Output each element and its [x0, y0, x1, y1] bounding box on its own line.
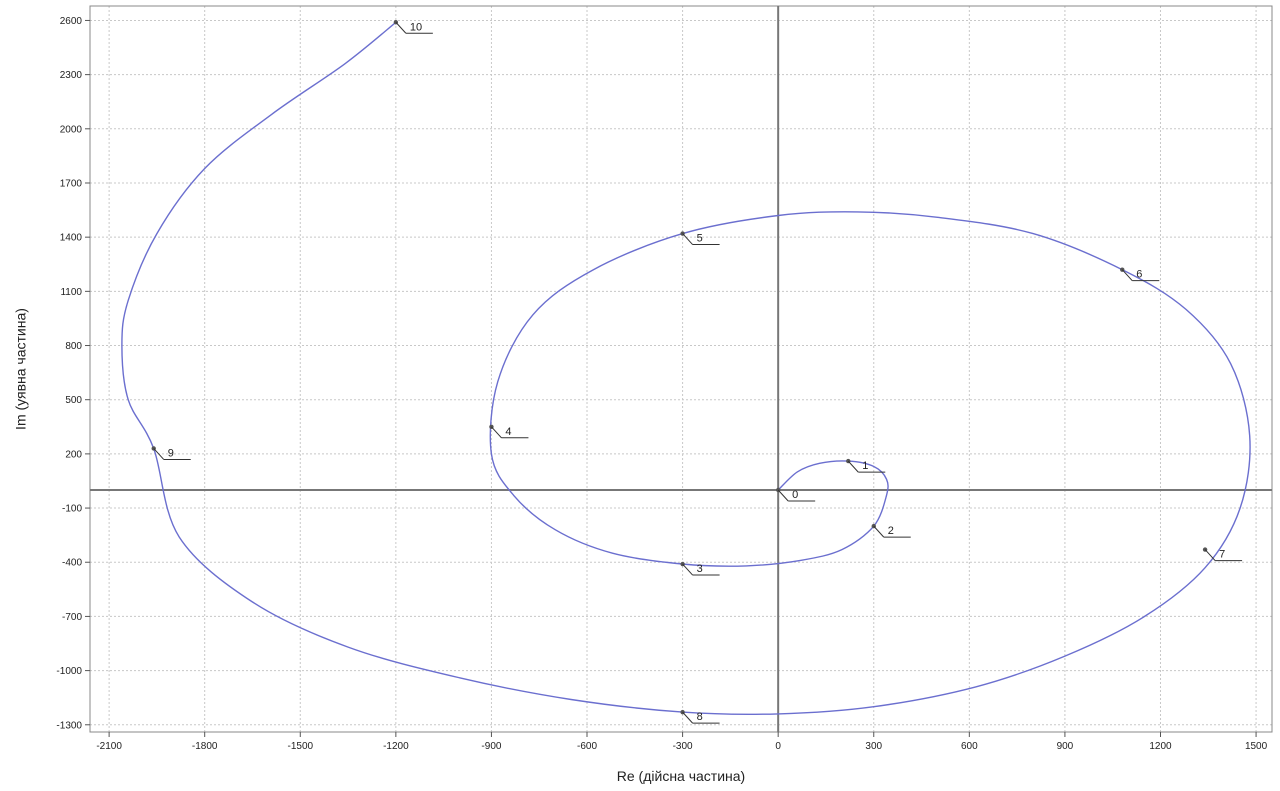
y-tick-label: 1700 — [60, 178, 83, 189]
point-label: 3 — [697, 563, 703, 575]
x-tick-label: -600 — [577, 741, 597, 752]
x-tick-label: 900 — [1057, 741, 1074, 752]
hodograph-curve — [122, 22, 1250, 714]
y-tick-label: 2600 — [60, 16, 83, 27]
x-tick-label: -1200 — [383, 741, 409, 752]
point-label: 1 — [862, 460, 868, 472]
y-tick-label: 200 — [65, 449, 82, 460]
point-leader — [396, 22, 406, 33]
x-tick-label: 600 — [961, 741, 978, 752]
y-tick-label: 2300 — [60, 70, 83, 81]
x-tick-label: 0 — [775, 741, 781, 752]
y-tick-label: 1400 — [60, 233, 83, 244]
x-tick-label: -900 — [481, 741, 501, 752]
point-leader — [1205, 550, 1215, 561]
y-tick-label: 2000 — [60, 124, 83, 135]
point-label: 7 — [1219, 549, 1225, 561]
point-marker-2: 2 — [872, 524, 911, 537]
ticks-layer: -2100 -1800 -1500 -1200 -900 -600 -300 0 300 600 9… — [56, 16, 1267, 752]
point-leader — [778, 490, 788, 501]
grid-layer — [90, 6, 1272, 732]
x-tick-label: 1200 — [1149, 741, 1172, 752]
point-label: 2 — [888, 525, 894, 537]
point-label: 10 — [410, 21, 422, 33]
x-axis-title: Re (дійсна частина) — [617, 768, 745, 784]
point-leader — [874, 526, 884, 537]
y-tick-label: -1300 — [56, 720, 82, 731]
point-label: 5 — [697, 233, 703, 245]
point-marker-9: 9 — [152, 446, 191, 459]
x-tick-label: -2100 — [96, 741, 122, 752]
y-axis-title: Im (уявна частина) — [13, 308, 29, 430]
point-marker-7: 7 — [1203, 547, 1242, 560]
y-tick-label: 800 — [65, 341, 82, 352]
point-leader — [848, 461, 858, 472]
x-tick-label: -300 — [673, 741, 693, 752]
point-leader — [683, 234, 693, 245]
y-tick-label: -1000 — [56, 666, 82, 677]
axes-layer — [90, 6, 1272, 732]
y-tick-label: -400 — [62, 558, 82, 569]
plot-frame — [90, 6, 1272, 732]
y-tick-label: 500 — [65, 395, 82, 406]
points-layer: 0 1 2 3 4 5 6 7 8 9 10 — [152, 20, 1243, 723]
y-tick-label: -700 — [62, 612, 82, 623]
point-label: 8 — [697, 711, 703, 723]
x-tick-label: 300 — [865, 741, 882, 752]
point-leader — [1122, 270, 1132, 281]
x-tick-label: 1500 — [1245, 741, 1268, 752]
x-tick-label: -1500 — [287, 741, 313, 752]
point-marker-6: 6 — [1120, 267, 1159, 280]
y-tick-label: 1100 — [60, 287, 82, 298]
point-label: 9 — [168, 447, 174, 459]
x-tick-label: -1800 — [192, 741, 218, 752]
point-label: 4 — [505, 426, 511, 438]
point-label: 0 — [792, 489, 798, 501]
point-leader — [683, 712, 693, 723]
series-layer — [122, 22, 1250, 714]
point-marker-4: 4 — [489, 425, 528, 438]
point-label: 6 — [1136, 269, 1142, 281]
point-marker-5: 5 — [680, 231, 719, 244]
point-leader — [683, 564, 693, 575]
point-leader — [491, 427, 501, 438]
y-tick-label: -100 — [62, 504, 82, 515]
point-marker-10: 10 — [394, 20, 433, 33]
